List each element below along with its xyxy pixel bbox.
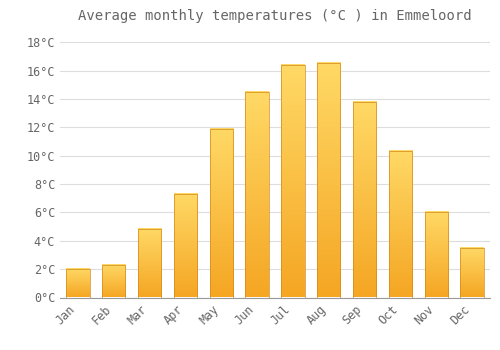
Bar [246, 92, 268, 298]
Bar [353, 102, 376, 298]
Bar [66, 269, 90, 298]
Bar [210, 129, 233, 298]
Bar [102, 265, 126, 298]
Bar [389, 152, 412, 298]
Bar [460, 248, 483, 298]
Title: Average monthly temperatures (°C ) in Emmeloord: Average monthly temperatures (°C ) in Em… [78, 9, 472, 23]
Bar [317, 63, 340, 298]
Bar [424, 212, 448, 298]
Bar [282, 65, 304, 298]
Bar [174, 194, 197, 298]
Bar [138, 229, 161, 298]
